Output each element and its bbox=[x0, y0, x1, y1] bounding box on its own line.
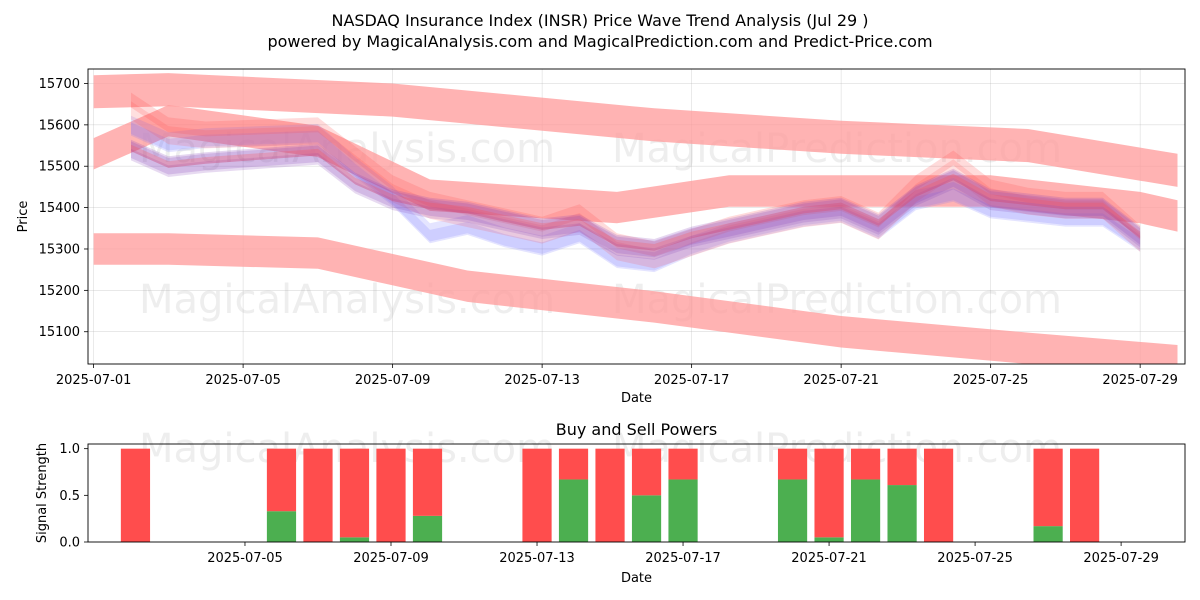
y-tick-label: 15200 bbox=[39, 284, 80, 299]
sell-bar bbox=[668, 448, 698, 480]
x-axis-label: Date bbox=[621, 571, 652, 586]
plot-area bbox=[93, 73, 1178, 364]
bottom-channel-band bbox=[93, 233, 1178, 364]
sell-bar bbox=[303, 448, 333, 542]
y-tick-label: 15400 bbox=[39, 201, 80, 216]
sell-bar bbox=[412, 448, 443, 516]
bottom-chart-title: Buy and Sell Powers bbox=[556, 420, 718, 439]
y-tick-label: 15300 bbox=[39, 242, 80, 257]
x-tick-label: 2025-07-09 bbox=[353, 551, 429, 566]
x-tick-label: 2025-07-21 bbox=[803, 373, 879, 388]
buy-bar bbox=[668, 479, 698, 542]
y-tick-label: 0.5 bbox=[59, 489, 80, 504]
plot-frame bbox=[87, 68, 1186, 365]
sell-bar bbox=[923, 448, 954, 542]
y-axis-label: Price bbox=[16, 201, 31, 233]
x-tick-label: 2025-07-29 bbox=[1083, 551, 1159, 566]
chart-title: NASDAQ Insurance Index (INSR) Price Wave… bbox=[331, 11, 868, 30]
y-tick-label: 15500 bbox=[39, 160, 80, 175]
x-tick-label: 2025-07-25 bbox=[937, 551, 1013, 566]
sell-bar bbox=[120, 448, 151, 542]
x-tick-label: 2025-07-01 bbox=[56, 373, 132, 388]
y-tick-label: 15100 bbox=[39, 325, 80, 340]
buy-bar bbox=[339, 537, 370, 542]
x-tick-label: 2025-07-25 bbox=[953, 373, 1029, 388]
buy-bar bbox=[850, 479, 881, 542]
sell-bar bbox=[631, 448, 662, 496]
x-tick-label: 2025-07-17 bbox=[645, 551, 721, 566]
x-tick-label: 2025-07-05 bbox=[207, 551, 283, 566]
x-tick-label: 2025-07-17 bbox=[654, 373, 730, 388]
buy-sell-powers-plot: Buy and Sell PowersMagicalAnalysis.comMa… bbox=[35, 420, 1186, 586]
top-channel-band bbox=[93, 73, 1178, 187]
wave-main-ribbon bbox=[131, 144, 1141, 251]
sell-bar bbox=[558, 448, 589, 480]
buy-bar bbox=[631, 495, 662, 542]
sell-bar bbox=[814, 448, 844, 538]
sell-bar bbox=[339, 448, 370, 538]
wave-upper-ribbon bbox=[131, 92, 1141, 257]
x-tick-label: 2025-07-21 bbox=[791, 551, 867, 566]
buy-bar bbox=[777, 479, 808, 542]
chart-subtitle: powered by MagicalAnalysis.com and Magic… bbox=[267, 32, 932, 51]
wave-main-ribbon bbox=[131, 148, 1141, 260]
bottom-plot-frame bbox=[87, 443, 1186, 543]
wave-main-ribbon bbox=[131, 141, 1141, 258]
buy-bar bbox=[266, 511, 297, 542]
price-wave-plot: MagicalAnalysis.com MagicalPrediction.com… bbox=[16, 68, 1186, 406]
y-tick-label: 15600 bbox=[39, 118, 80, 133]
sell-bar bbox=[777, 448, 808, 480]
buy-bar bbox=[558, 479, 589, 542]
sell-bar bbox=[1070, 448, 1100, 542]
middle-channel-band bbox=[93, 105, 1178, 232]
x-tick-label: 2025-07-13 bbox=[504, 373, 580, 388]
wave-blue-ribbon bbox=[131, 122, 1141, 273]
y-tick-label: 1.0 bbox=[59, 442, 80, 457]
x-tick-label: 2025-07-13 bbox=[499, 551, 575, 566]
x-tick-label: 2025-07-05 bbox=[205, 373, 281, 388]
sell-bar bbox=[595, 448, 625, 542]
sell-bar bbox=[522, 448, 552, 542]
y-tick-label: 0.0 bbox=[59, 536, 80, 551]
x-tick-label: 2025-07-29 bbox=[1102, 373, 1178, 388]
buy-bar bbox=[412, 515, 443, 542]
sell-bar bbox=[1033, 448, 1063, 527]
wave-blue-ribbon bbox=[131, 115, 1141, 271]
x-axis-label: Date bbox=[621, 391, 652, 406]
x-tick-label: 2025-07-09 bbox=[355, 373, 431, 388]
buy-bar bbox=[887, 485, 917, 542]
wave-main-ribbon bbox=[131, 139, 1141, 251]
sell-bar bbox=[850, 448, 881, 480]
wave-upper-ribbon bbox=[131, 101, 1141, 269]
y-tick-label: 15700 bbox=[39, 77, 80, 92]
sell-bar bbox=[376, 448, 406, 542]
sell-bar bbox=[266, 448, 297, 512]
buy-bar bbox=[814, 537, 844, 542]
sell-bar bbox=[887, 448, 917, 486]
buy-bar bbox=[1033, 526, 1063, 542]
y-axis-label: Signal Strength bbox=[35, 443, 50, 543]
